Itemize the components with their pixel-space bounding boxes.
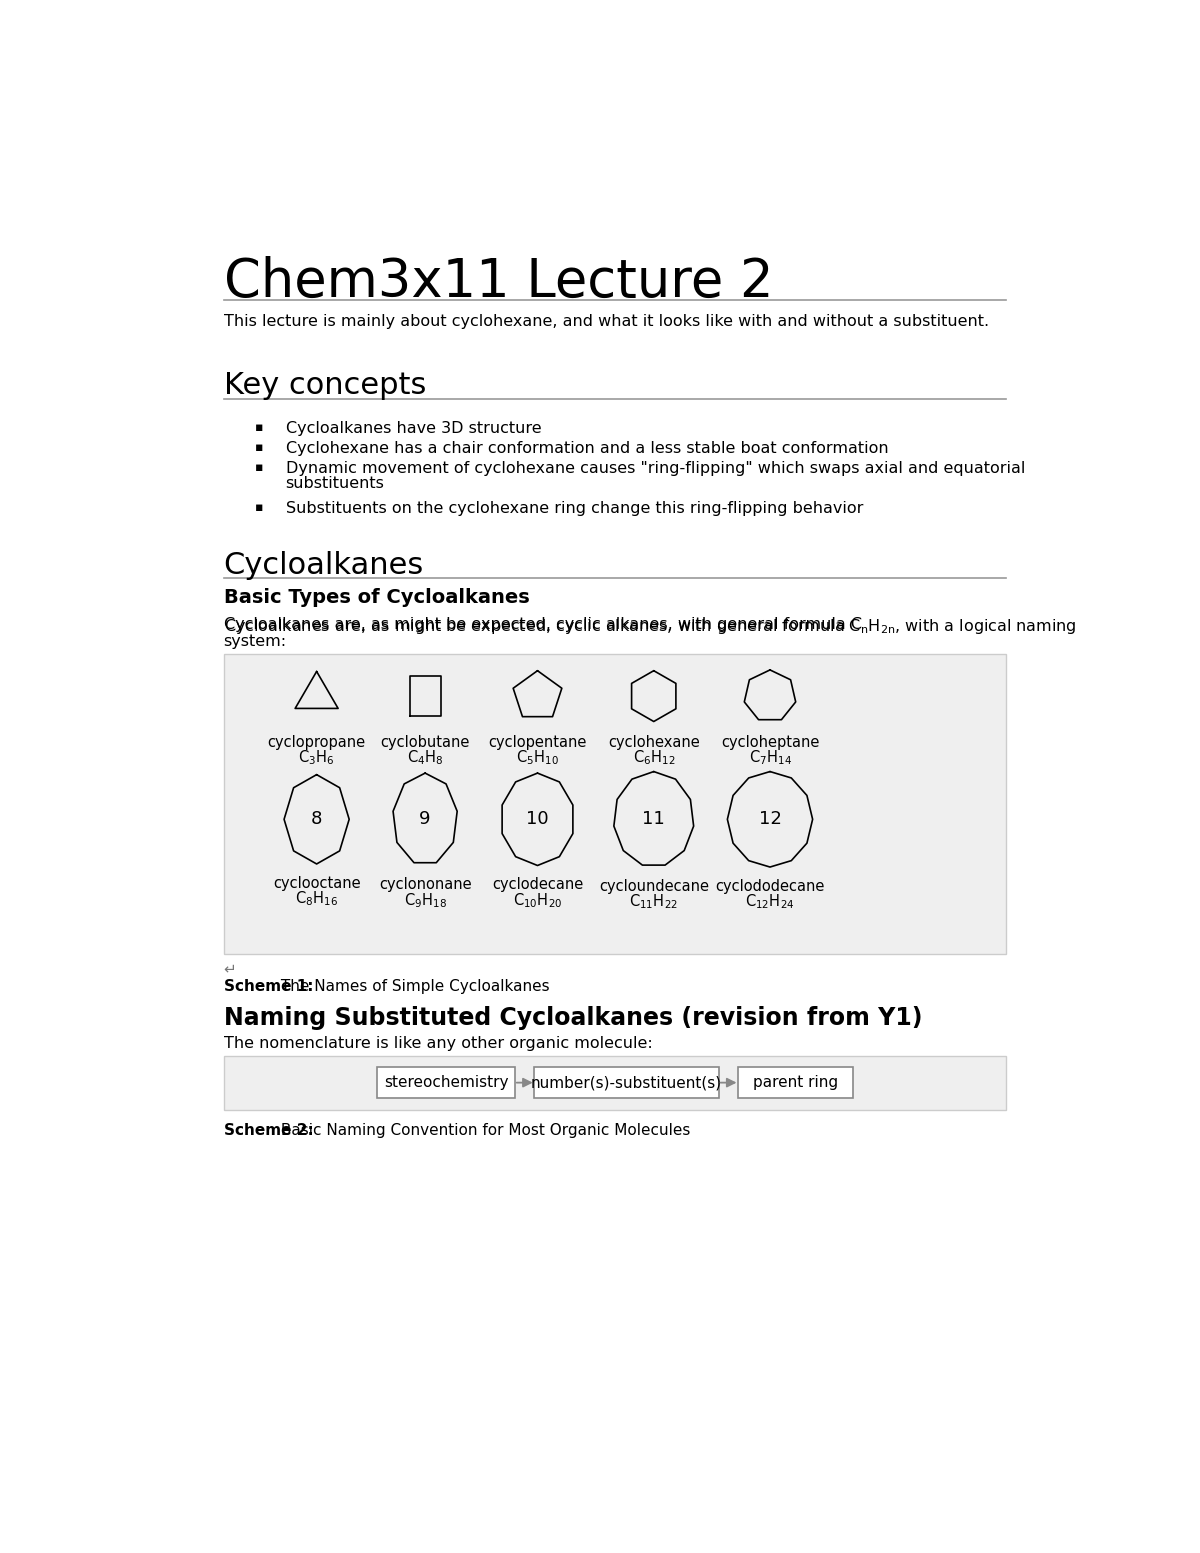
- Text: cycloundecane: cycloundecane: [599, 879, 709, 893]
- Text: Scheme 2:: Scheme 2:: [223, 1123, 313, 1138]
- Text: $\mathregular{C_{10}H_{20}}$: $\mathregular{C_{10}H_{20}}$: [512, 891, 562, 910]
- Text: Key concepts: Key concepts: [223, 371, 426, 401]
- Text: cyclononane: cyclononane: [379, 877, 472, 891]
- Text: cyclodecane: cyclodecane: [492, 877, 583, 891]
- Text: $\mathregular{C_{11}H_{22}}$: $\mathregular{C_{11}H_{22}}$: [629, 893, 678, 912]
- Text: The Names of Simple Cycloalkanes: The Names of Simple Cycloalkanes: [276, 978, 550, 994]
- Text: 12: 12: [758, 811, 781, 828]
- Text: cycloheptane: cycloheptane: [721, 735, 820, 750]
- Text: ▪: ▪: [254, 421, 263, 435]
- Text: This lecture is mainly about cyclohexane, and what it looks like with and withou: This lecture is mainly about cyclohexane…: [223, 314, 989, 329]
- Text: The nomenclature is like any other organic molecule:: The nomenclature is like any other organ…: [223, 1036, 653, 1051]
- Text: cyclopentane: cyclopentane: [488, 735, 587, 750]
- FancyBboxPatch shape: [223, 654, 1007, 954]
- Text: cyclopropane: cyclopropane: [268, 735, 366, 750]
- Text: Cyclohexane has a chair conformation and a less stable boat conformation: Cyclohexane has a chair conformation and…: [286, 441, 888, 457]
- Text: Dynamic movement of cyclohexane causes "ring-flipping" which swaps axial and equ: Dynamic movement of cyclohexane causes "…: [286, 461, 1025, 477]
- Text: $\mathregular{C_{8}H_{16}}$: $\mathregular{C_{8}H_{16}}$: [295, 890, 338, 909]
- Text: 10: 10: [526, 811, 548, 828]
- Text: stereochemistry: stereochemistry: [384, 1075, 509, 1090]
- Text: $\mathregular{C_{3}H_{6}}$: $\mathregular{C_{3}H_{6}}$: [299, 749, 335, 767]
- Text: Basic Types of Cycloalkanes: Basic Types of Cycloalkanes: [223, 587, 529, 607]
- FancyBboxPatch shape: [223, 1056, 1007, 1109]
- Text: Cycloalkanes are, as might be expected, cyclic alkanes, with general formula C: Cycloalkanes are, as might be expected, …: [223, 617, 862, 632]
- Text: ▪: ▪: [254, 502, 263, 514]
- Text: Cycloalkanes have 3D structure: Cycloalkanes have 3D structure: [286, 421, 541, 436]
- Text: ↵: ↵: [223, 961, 236, 977]
- FancyBboxPatch shape: [534, 1067, 719, 1098]
- Text: Chem3x11 Lecture 2: Chem3x11 Lecture 2: [223, 256, 773, 307]
- Text: Naming Substituted Cycloalkanes (revision from Y1): Naming Substituted Cycloalkanes (revisio…: [223, 1006, 922, 1030]
- Text: system:: system:: [223, 634, 287, 649]
- Text: $\mathregular{C_{9}H_{18}}$: $\mathregular{C_{9}H_{18}}$: [403, 891, 446, 910]
- Text: $\mathregular{C_{7}H_{14}}$: $\mathregular{C_{7}H_{14}}$: [749, 749, 792, 767]
- FancyBboxPatch shape: [738, 1067, 853, 1098]
- Text: cyclohexane: cyclohexane: [608, 735, 700, 750]
- Text: 9: 9: [419, 811, 431, 828]
- Text: ▪: ▪: [254, 461, 263, 474]
- Text: Scheme 1:: Scheme 1:: [223, 978, 313, 994]
- Text: 11: 11: [642, 811, 665, 828]
- Text: $\mathregular{C_{6}H_{12}}$: $\mathregular{C_{6}H_{12}}$: [632, 749, 674, 767]
- Text: number(s)-substituent(s): number(s)-substituent(s): [532, 1075, 722, 1090]
- Text: Cycloalkanes are, as might be expected, cyclic alkanes, with general formula $\m: Cycloalkanes are, as might be expected, …: [223, 617, 1076, 635]
- Text: Substituents on the cyclohexane ring change this ring-flipping behavior: Substituents on the cyclohexane ring cha…: [286, 502, 863, 516]
- Text: cyclododecane: cyclododecane: [715, 879, 824, 893]
- FancyBboxPatch shape: [377, 1067, 516, 1098]
- Text: parent ring: parent ring: [754, 1075, 838, 1090]
- Text: Cycloalkanes: Cycloalkanes: [223, 551, 424, 579]
- Text: $\mathregular{C_{4}H_{8}}$: $\mathregular{C_{4}H_{8}}$: [407, 749, 443, 767]
- Text: Basic Naming Convention for Most Organic Molecules: Basic Naming Convention for Most Organic…: [276, 1123, 690, 1138]
- Text: $\mathregular{C_{5}H_{10}}$: $\mathregular{C_{5}H_{10}}$: [516, 749, 559, 767]
- Text: 8: 8: [311, 811, 323, 828]
- Text: ▪: ▪: [254, 441, 263, 453]
- Text: $\mathregular{C_{12}H_{24}}$: $\mathregular{C_{12}H_{24}}$: [745, 893, 794, 912]
- Text: cyclobutane: cyclobutane: [380, 735, 470, 750]
- Text: substituents: substituents: [286, 475, 384, 491]
- Text: cyclooctane: cyclooctane: [272, 876, 360, 890]
